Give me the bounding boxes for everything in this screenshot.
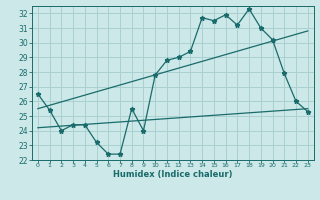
X-axis label: Humidex (Indice chaleur): Humidex (Indice chaleur) — [113, 170, 233, 179]
